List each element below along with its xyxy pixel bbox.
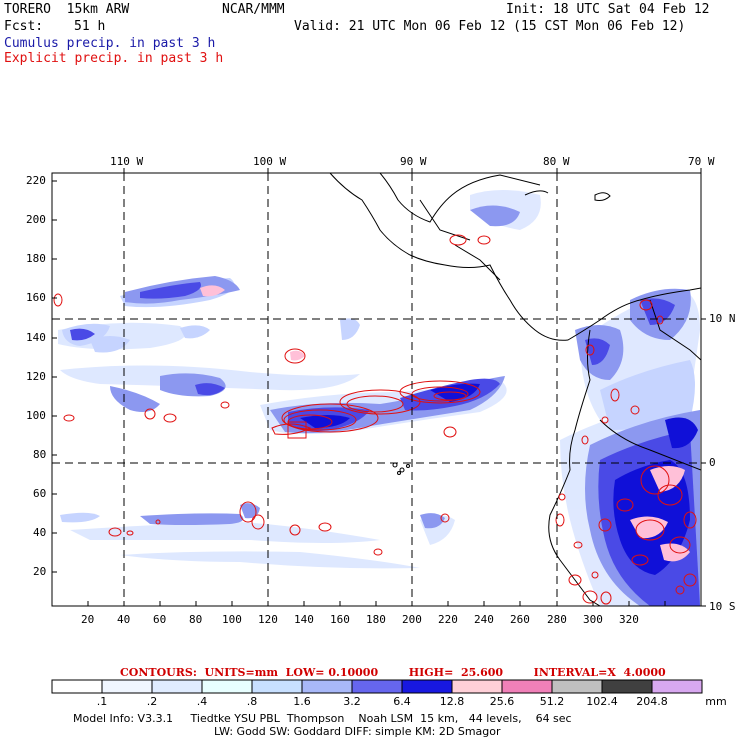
- lon-label-110w: 110 W: [110, 155, 144, 168]
- x-tick: 320: [619, 613, 639, 626]
- explicit-legend: Explicit precip. in past 3 h: [4, 51, 224, 66]
- center-name: NCAR/MMM: [222, 2, 285, 17]
- x-tick: 60: [153, 613, 167, 626]
- x-tick: 180: [366, 613, 386, 626]
- y-tick: 100: [26, 409, 46, 422]
- lat-label-0: 0: [709, 456, 716, 469]
- x-tick: 140: [294, 613, 314, 626]
- grid-lines: [52, 173, 701, 606]
- lat-label-10s: 10 S: [709, 600, 736, 613]
- coastlines: [329, 173, 701, 606]
- x-tick: 220: [438, 613, 458, 626]
- colorbar-label: 204.8: [636, 695, 668, 708]
- fcst-hours: 51 h: [74, 19, 106, 34]
- y-tick: 40: [33, 526, 47, 539]
- colorbar-label: .4: [196, 695, 208, 708]
- valid-time: Valid: 21 UTC Mon 06 Feb 12 (15 CST Mon …: [294, 19, 686, 34]
- model-info: Model Info: V3.3.1 Tiedtke YSU PBL Thomp…: [73, 712, 572, 725]
- explicit-contours: [53, 234, 697, 605]
- map-content: [52, 173, 701, 606]
- lon-label-80w: 80 W: [543, 155, 570, 168]
- x-tick: 120: [258, 613, 278, 626]
- x-tick: 40: [117, 613, 131, 626]
- colorbar-label: 3.2: [343, 695, 361, 708]
- colorbar-label: 6.4: [393, 695, 411, 708]
- lon-label-90w: 90 W: [400, 155, 427, 168]
- colorbar-label: .8: [246, 695, 258, 708]
- x-tick: 20: [81, 613, 95, 626]
- x-tick: 240: [474, 613, 494, 626]
- y-tick: 140: [26, 331, 46, 344]
- lat-label-10n: 10 N: [709, 312, 736, 325]
- y-tick: 160: [26, 291, 46, 304]
- fcst-label: Fcst:: [4, 19, 44, 34]
- colorbar-label: 12.8: [439, 695, 465, 708]
- y-tick: 220: [26, 174, 46, 187]
- model-title: TORERO 15km ARW: [4, 2, 130, 17]
- x-tick: 100: [222, 613, 242, 626]
- colorbar-label: .1: [96, 695, 108, 708]
- colorbar-label: 51.2: [539, 695, 565, 708]
- x-tick: 160: [330, 613, 350, 626]
- y-tick: 200: [26, 213, 46, 226]
- colorbar-unit: mm: [705, 695, 727, 708]
- colorbar: [51, 679, 703, 694]
- colorbar-label: 1.6: [293, 695, 311, 708]
- init-time: Init: 18 UTC Sat 04 Feb 12: [506, 2, 710, 17]
- x-tick: 80: [189, 613, 203, 626]
- lon-label-70w: 70 W: [688, 155, 715, 168]
- x-tick: 300: [583, 613, 603, 626]
- y-tick: 20: [33, 565, 47, 578]
- lon-label-100w: 100 W: [253, 155, 287, 168]
- y-tick: 120: [26, 370, 46, 383]
- colorbar-label: 102.4: [586, 695, 618, 708]
- cumulus-legend: Cumulus precip. in past 3 h: [4, 36, 216, 51]
- axis-ticks: [52, 168, 706, 607]
- model-physics: LW: Godd SW: Goddard DIFF: simple KM: 2D…: [214, 725, 501, 738]
- y-tick: 60: [33, 487, 47, 500]
- colorbar-label: 25.6: [489, 695, 515, 708]
- contours-info: CONTOURS: UNITS=mm LOW= 0.10000 HIGH= 25…: [120, 666, 666, 679]
- y-tick: 180: [26, 252, 46, 265]
- colorbar-label: .2: [146, 695, 158, 708]
- x-tick: 260: [510, 613, 530, 626]
- x-tick: 200: [402, 613, 422, 626]
- x-tick: 280: [547, 613, 567, 626]
- galapagos-islands: [392, 462, 410, 475]
- y-tick: 80: [33, 448, 47, 461]
